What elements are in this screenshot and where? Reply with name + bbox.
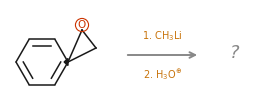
Text: O: O <box>78 20 86 30</box>
Polygon shape <box>64 59 68 65</box>
Text: 2. H$_3$O$^{\oplus}$: 2. H$_3$O$^{\oplus}$ <box>143 67 182 82</box>
Text: ?: ? <box>230 44 240 62</box>
Text: 1. CH$_3$Li: 1. CH$_3$Li <box>142 29 183 43</box>
